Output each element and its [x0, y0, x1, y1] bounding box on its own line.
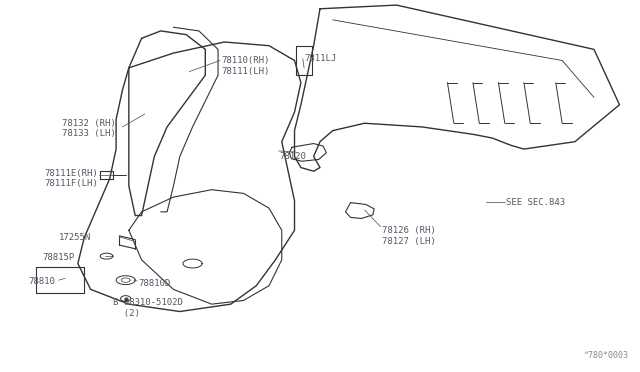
Text: 78110(RH)
78111(LH): 78110(RH) 78111(LH) — [221, 56, 269, 76]
Text: 78126 (RH)
78127 (LH): 78126 (RH) 78127 (LH) — [383, 226, 436, 246]
Text: SEE SEC.843: SEE SEC.843 — [506, 198, 565, 207]
Text: 78815P: 78815P — [43, 253, 75, 263]
Text: 17255N: 17255N — [59, 233, 91, 242]
Text: 78810D: 78810D — [138, 279, 171, 288]
Text: B 08310-5102D
  (2): B 08310-5102D (2) — [113, 298, 183, 318]
Text: ^780*0003: ^780*0003 — [584, 350, 629, 359]
Text: 78132 (RH)
78133 (LH): 78132 (RH) 78133 (LH) — [62, 119, 116, 138]
Text: 78111E(RH)
78111F(LH): 78111E(RH) 78111F(LH) — [45, 169, 99, 188]
Text: 78810: 78810 — [28, 278, 55, 286]
Text: 7811LJ: 7811LJ — [304, 54, 336, 63]
Text: 78120: 78120 — [280, 152, 307, 161]
